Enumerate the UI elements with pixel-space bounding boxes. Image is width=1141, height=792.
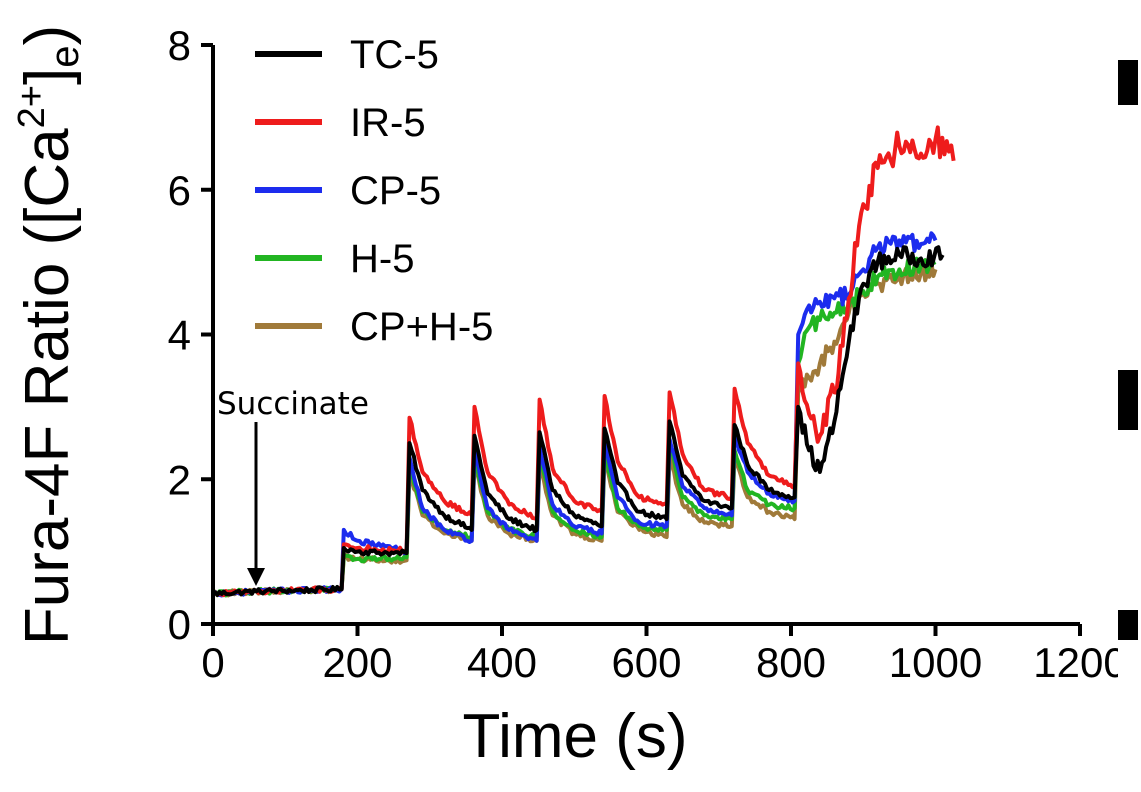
- x-tick-label-800: 800: [756, 639, 826, 686]
- x-axis-title: Time (s): [463, 702, 688, 771]
- y-axis-title-sub: e: [43, 46, 87, 68]
- y-tick-label-8: 8: [168, 22, 191, 69]
- succinate-label: Succinate: [217, 386, 369, 422]
- series-line-cp-h-5: [211, 260, 938, 598]
- crop-fragment-3: [1118, 60, 1138, 105]
- y-axis-title: Fura-4F Ratio ([Ca2+]e): [11, 25, 87, 645]
- crop-fragment-1: [1118, 610, 1138, 640]
- x-tick-label-1000: 1000: [889, 639, 982, 686]
- y-tick-label-4: 4: [168, 312, 191, 359]
- x-ticks: 0 200 400 600 800 1000 1200: [201, 624, 1127, 686]
- legend-label-cp-h-5: CP+H-5: [350, 305, 493, 349]
- series-line-h-5: [211, 256, 937, 598]
- y-axis-title-main: Fura-4F Ratio ([Ca: [13, 128, 82, 645]
- legend-label-h-5: H-5: [350, 237, 414, 281]
- plot-series: [211, 125, 956, 598]
- succinate-arrow-head: [247, 568, 265, 586]
- series-line-tc-5: [212, 245, 945, 597]
- legend-label-tc-5: TC-5: [350, 33, 439, 77]
- legend-label-ir-5: IR-5: [350, 101, 426, 145]
- x-tick-label-1200: 1200: [1033, 639, 1126, 686]
- legend-label-cp-5: CP-5: [350, 169, 441, 213]
- x-tick-label-200: 200: [322, 639, 392, 686]
- axes: [211, 45, 1080, 626]
- y-tick-label-6: 6: [168, 167, 191, 214]
- y-axis-title-close: ]: [13, 68, 82, 85]
- cropped-adjacent-panel: [1118, 0, 1141, 792]
- crop-fragment-2: [1118, 370, 1138, 430]
- y-ticks: 0 2 4 6 8: [168, 22, 213, 648]
- series-line-ir-5: [211, 125, 956, 597]
- succinate-annotation: Succinate: [217, 386, 369, 586]
- y-tick-label-0: 0: [168, 601, 191, 648]
- y-tick-label-2: 2: [168, 456, 191, 503]
- x-tick-label-400: 400: [467, 639, 537, 686]
- x-tick-label-600: 600: [611, 639, 681, 686]
- legend: TC-5 IR-5 CP-5 H-5 CP+H-5: [255, 33, 493, 349]
- x-tick-label-0: 0: [201, 639, 224, 686]
- y-axis-title-end: ): [13, 25, 82, 46]
- y-axis-title-sup: 2+: [11, 85, 53, 128]
